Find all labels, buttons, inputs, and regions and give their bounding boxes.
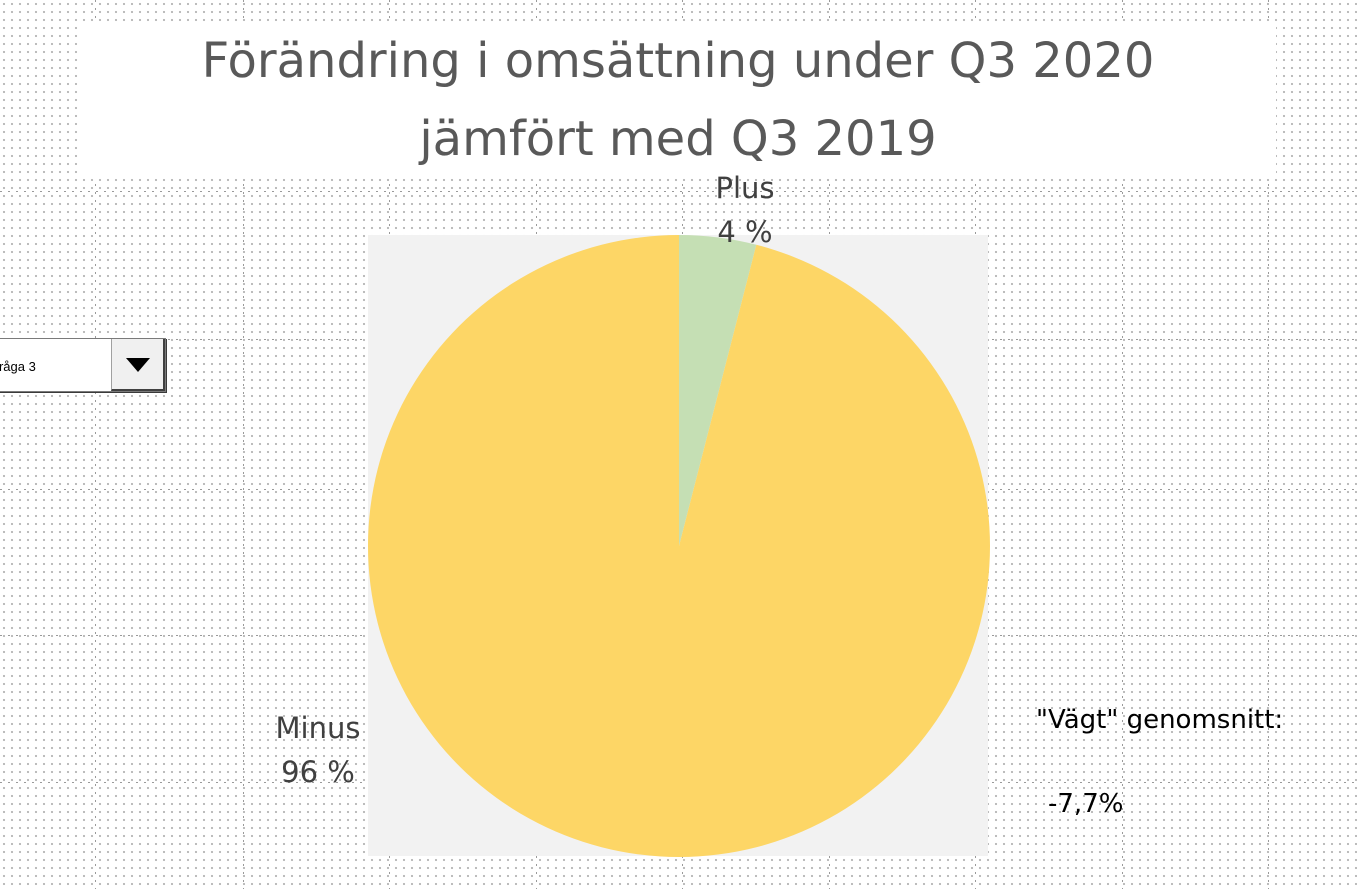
- data-label-minus-value: 96 %: [281, 755, 355, 789]
- data-label-plus-value: 4 %: [717, 215, 773, 249]
- data-label-plus: Plus 4 %: [695, 166, 795, 254]
- weighted-average-label: "Vägt" genomsnitt:: [1036, 705, 1284, 735]
- pie-slice-plus: [679, 235, 757, 546]
- chevron-down-icon: [126, 358, 150, 372]
- data-label-minus: Minus 96 %: [258, 706, 378, 794]
- chart-title-line-2: jämfört med Q3 2019: [419, 111, 937, 167]
- weighted-average-value: -7,7%: [1048, 789, 1124, 819]
- chart-title: Förändring i omsättning under Q3 2020 jä…: [80, 22, 1276, 178]
- question-dropdown-button[interactable]: [111, 339, 165, 391]
- question-dropdown[interactable]: Fråga 3: [0, 338, 166, 392]
- pie-slice-minus: [367, 235, 990, 858]
- chart-title-line-1: Förändring i omsättning under Q3 2020: [201, 33, 1155, 89]
- data-label-minus-category: Minus: [275, 711, 361, 745]
- question-dropdown-value: Fråga 3: [0, 359, 36, 374]
- data-label-plus-category: Plus: [715, 171, 775, 205]
